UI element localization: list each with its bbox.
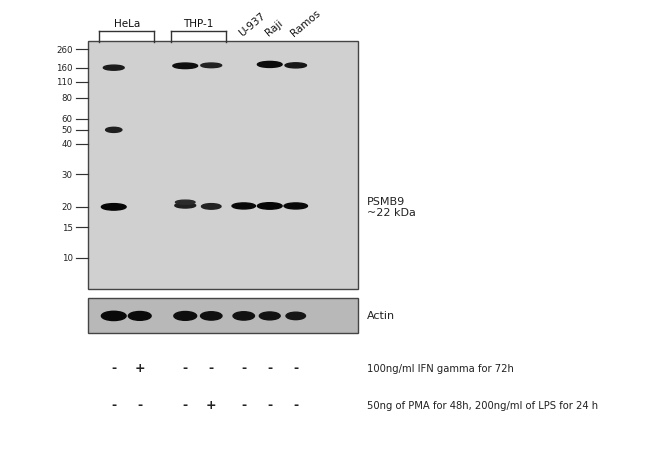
Ellipse shape	[233, 312, 255, 320]
Text: -: -	[137, 399, 142, 412]
Text: -: -	[111, 362, 116, 375]
Text: Raji: Raji	[263, 18, 285, 38]
Ellipse shape	[286, 313, 306, 320]
Bar	[88, 42, 358, 289]
Text: -: -	[241, 362, 246, 375]
Ellipse shape	[173, 64, 198, 69]
Ellipse shape	[101, 204, 126, 211]
Ellipse shape	[175, 204, 196, 208]
Text: HeLa: HeLa	[114, 19, 140, 29]
Ellipse shape	[176, 200, 195, 205]
Text: -: -	[293, 399, 298, 412]
Ellipse shape	[202, 204, 221, 210]
Bar	[88, 299, 358, 333]
Text: 110: 110	[57, 78, 73, 87]
Text: -: -	[209, 362, 214, 375]
Text: Actin: Actin	[367, 310, 395, 320]
Text: -: -	[183, 399, 188, 412]
Text: 50ng of PMA for 48h, 200ng/ml of LPS for 24 h: 50ng of PMA for 48h, 200ng/ml of LPS for…	[367, 400, 599, 410]
Ellipse shape	[174, 312, 196, 320]
Text: -: -	[241, 399, 246, 412]
Text: 20: 20	[62, 203, 73, 212]
Ellipse shape	[259, 313, 280, 320]
Text: +: +	[135, 362, 145, 375]
Text: 15: 15	[62, 223, 73, 232]
Text: -: -	[183, 362, 188, 375]
Ellipse shape	[201, 64, 222, 69]
Text: 260: 260	[57, 45, 73, 55]
Ellipse shape	[257, 62, 282, 68]
Ellipse shape	[105, 128, 122, 133]
Ellipse shape	[129, 312, 151, 320]
Text: -: -	[111, 399, 116, 412]
Text: PSMB9: PSMB9	[367, 196, 406, 206]
Text: ~22 kDa: ~22 kDa	[367, 208, 416, 218]
Text: 30: 30	[62, 170, 73, 180]
Ellipse shape	[101, 312, 126, 321]
Text: 60: 60	[62, 115, 73, 124]
Ellipse shape	[284, 203, 307, 209]
Text: -: -	[267, 362, 272, 375]
Text: Ramos: Ramos	[289, 8, 323, 38]
Ellipse shape	[232, 203, 255, 209]
Text: -: -	[293, 362, 298, 375]
Text: 40: 40	[62, 140, 73, 149]
Text: 10: 10	[62, 254, 73, 263]
Text: THP-1: THP-1	[183, 19, 213, 29]
Ellipse shape	[285, 63, 307, 69]
Text: 100ng/ml IFN gamma for 72h: 100ng/ml IFN gamma for 72h	[367, 363, 514, 373]
Text: 80: 80	[62, 94, 73, 103]
Text: +: +	[206, 399, 216, 412]
Text: U-937: U-937	[237, 10, 268, 38]
Text: -: -	[267, 399, 272, 412]
Ellipse shape	[103, 66, 124, 71]
Text: 50: 50	[62, 126, 73, 135]
Text: 160: 160	[57, 64, 73, 73]
Ellipse shape	[200, 312, 222, 320]
Ellipse shape	[257, 203, 282, 210]
